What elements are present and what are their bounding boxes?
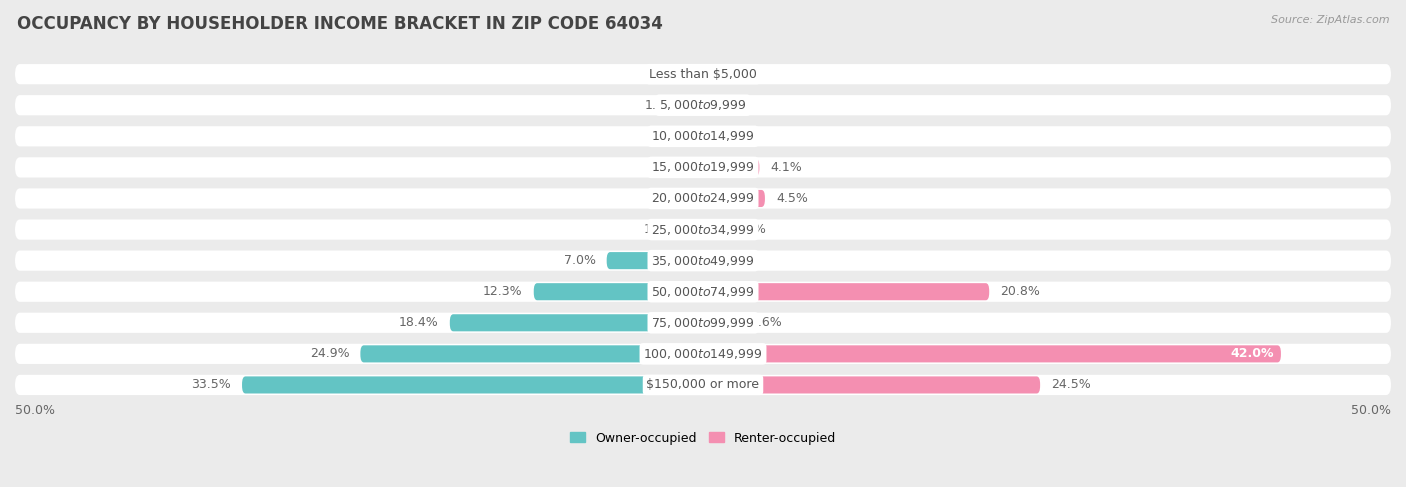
Text: $25,000 to $34,999: $25,000 to $34,999 bbox=[651, 223, 755, 237]
Text: 0.0%: 0.0% bbox=[714, 99, 747, 112]
FancyBboxPatch shape bbox=[703, 345, 1281, 362]
FancyBboxPatch shape bbox=[450, 314, 703, 331]
FancyBboxPatch shape bbox=[703, 376, 1040, 393]
Text: 0.21%: 0.21% bbox=[650, 192, 689, 205]
Text: $50,000 to $74,999: $50,000 to $74,999 bbox=[651, 285, 755, 299]
Text: $150,000 or more: $150,000 or more bbox=[647, 378, 759, 392]
Text: 24.5%: 24.5% bbox=[1052, 378, 1091, 392]
FancyBboxPatch shape bbox=[703, 190, 765, 207]
Text: 42.0%: 42.0% bbox=[1230, 347, 1274, 360]
Text: Less than $5,000: Less than $5,000 bbox=[650, 68, 756, 81]
FancyBboxPatch shape bbox=[703, 221, 724, 238]
Text: 1.1%: 1.1% bbox=[645, 99, 676, 112]
FancyBboxPatch shape bbox=[606, 252, 703, 269]
FancyBboxPatch shape bbox=[15, 281, 1391, 302]
FancyBboxPatch shape bbox=[15, 220, 1391, 240]
FancyBboxPatch shape bbox=[700, 190, 703, 207]
Text: $100,000 to $149,999: $100,000 to $149,999 bbox=[644, 347, 762, 361]
Text: 0.0%: 0.0% bbox=[714, 68, 747, 81]
Text: $5,000 to $9,999: $5,000 to $9,999 bbox=[659, 98, 747, 112]
Text: 2.6%: 2.6% bbox=[749, 316, 782, 329]
FancyBboxPatch shape bbox=[534, 283, 703, 300]
Text: 1.2%: 1.2% bbox=[644, 223, 675, 236]
Text: 4.5%: 4.5% bbox=[776, 192, 808, 205]
Text: 0.8%: 0.8% bbox=[650, 161, 681, 174]
Text: 20.8%: 20.8% bbox=[1000, 285, 1040, 298]
FancyBboxPatch shape bbox=[15, 157, 1391, 177]
Text: $75,000 to $99,999: $75,000 to $99,999 bbox=[651, 316, 755, 330]
FancyBboxPatch shape bbox=[242, 376, 703, 393]
FancyBboxPatch shape bbox=[15, 250, 1391, 271]
FancyBboxPatch shape bbox=[360, 345, 703, 362]
FancyBboxPatch shape bbox=[686, 221, 703, 238]
Text: $20,000 to $24,999: $20,000 to $24,999 bbox=[651, 191, 755, 206]
FancyBboxPatch shape bbox=[15, 375, 1391, 395]
Text: 0.7%: 0.7% bbox=[651, 68, 682, 81]
FancyBboxPatch shape bbox=[703, 314, 738, 331]
Text: 24.9%: 24.9% bbox=[309, 347, 349, 360]
Text: 0.0%: 0.0% bbox=[659, 130, 692, 143]
FancyBboxPatch shape bbox=[15, 344, 1391, 364]
FancyBboxPatch shape bbox=[15, 95, 1391, 115]
Text: $15,000 to $19,999: $15,000 to $19,999 bbox=[651, 160, 755, 174]
Text: Source: ZipAtlas.com: Source: ZipAtlas.com bbox=[1271, 15, 1389, 25]
Text: 33.5%: 33.5% bbox=[191, 378, 231, 392]
Text: $35,000 to $49,999: $35,000 to $49,999 bbox=[651, 254, 755, 268]
FancyBboxPatch shape bbox=[703, 159, 759, 176]
FancyBboxPatch shape bbox=[693, 66, 703, 83]
Text: $10,000 to $14,999: $10,000 to $14,999 bbox=[651, 130, 755, 143]
Text: 4.1%: 4.1% bbox=[770, 161, 803, 174]
FancyBboxPatch shape bbox=[692, 159, 703, 176]
Text: OCCUPANCY BY HOUSEHOLDER INCOME BRACKET IN ZIP CODE 64034: OCCUPANCY BY HOUSEHOLDER INCOME BRACKET … bbox=[17, 15, 662, 33]
Text: 7.0%: 7.0% bbox=[564, 254, 596, 267]
FancyBboxPatch shape bbox=[15, 188, 1391, 208]
Text: 12.3%: 12.3% bbox=[484, 285, 523, 298]
Text: 0.0%: 0.0% bbox=[714, 254, 747, 267]
Text: 0.0%: 0.0% bbox=[714, 130, 747, 143]
FancyBboxPatch shape bbox=[15, 313, 1391, 333]
Legend: Owner-occupied, Renter-occupied: Owner-occupied, Renter-occupied bbox=[569, 431, 837, 445]
Text: 1.5%: 1.5% bbox=[735, 223, 766, 236]
Text: 50.0%: 50.0% bbox=[15, 404, 55, 417]
Text: 18.4%: 18.4% bbox=[399, 316, 439, 329]
FancyBboxPatch shape bbox=[15, 64, 1391, 84]
FancyBboxPatch shape bbox=[15, 126, 1391, 147]
FancyBboxPatch shape bbox=[703, 283, 990, 300]
FancyBboxPatch shape bbox=[688, 97, 703, 114]
Text: 50.0%: 50.0% bbox=[1351, 404, 1391, 417]
